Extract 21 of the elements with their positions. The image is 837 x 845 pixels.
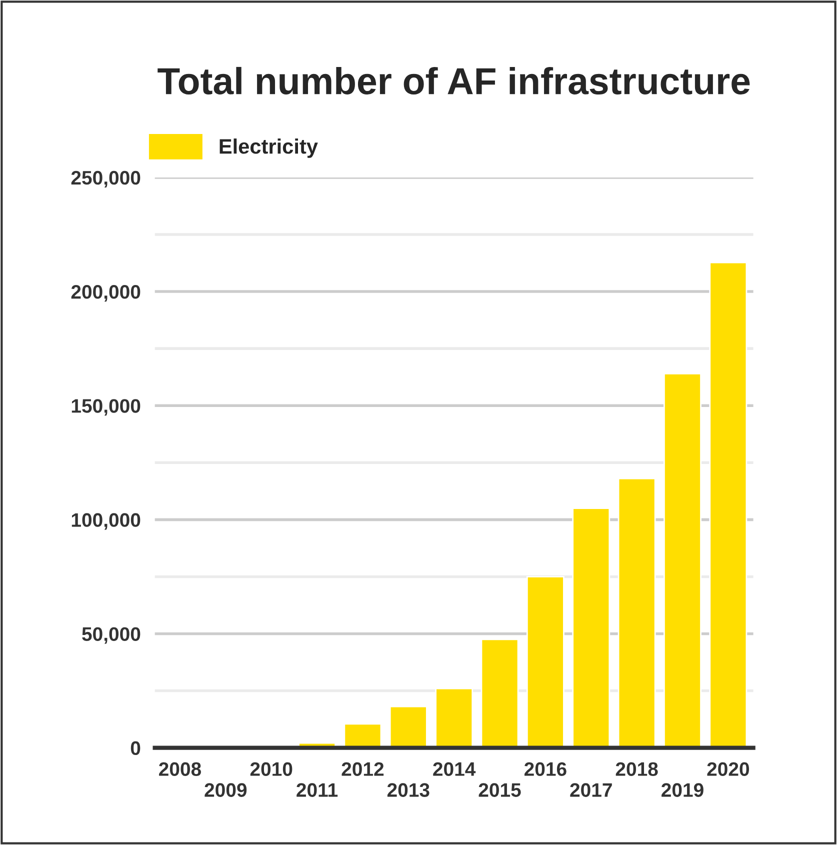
y-tick-label: 100,000 [72,513,140,530]
y-tick-label: 250,000 [71,170,140,188]
y-tick-label: 0 [130,741,140,756]
y-tick-label: 150,000 [72,399,140,416]
x-tick-label: 2011 [296,783,338,797]
y-tick-label: 200,000 [71,284,140,302]
x-tick-label: 2009 [204,783,247,797]
chart-title: Total number of AF infrastructure [158,66,750,94]
x-tick-label: 2015 [478,783,521,797]
x-tick-label: 2010 [250,762,292,776]
x-tick-label: 2013 [387,783,430,797]
x-tick-label: 2019 [662,783,704,797]
x-tick-label: 2020 [707,762,750,776]
text: 50,000 [82,627,140,644]
legend-label: Electricity [220,138,318,158]
x-tick-label: 2018 [616,762,658,776]
x-tick-label: 2016 [524,762,566,776]
x-tick-label: 2014 [433,762,476,776]
x-tick-label: 2008 [159,762,202,776]
x-tick-label: 2012 [342,762,384,776]
x-tick-label: 2017 [570,783,612,797]
